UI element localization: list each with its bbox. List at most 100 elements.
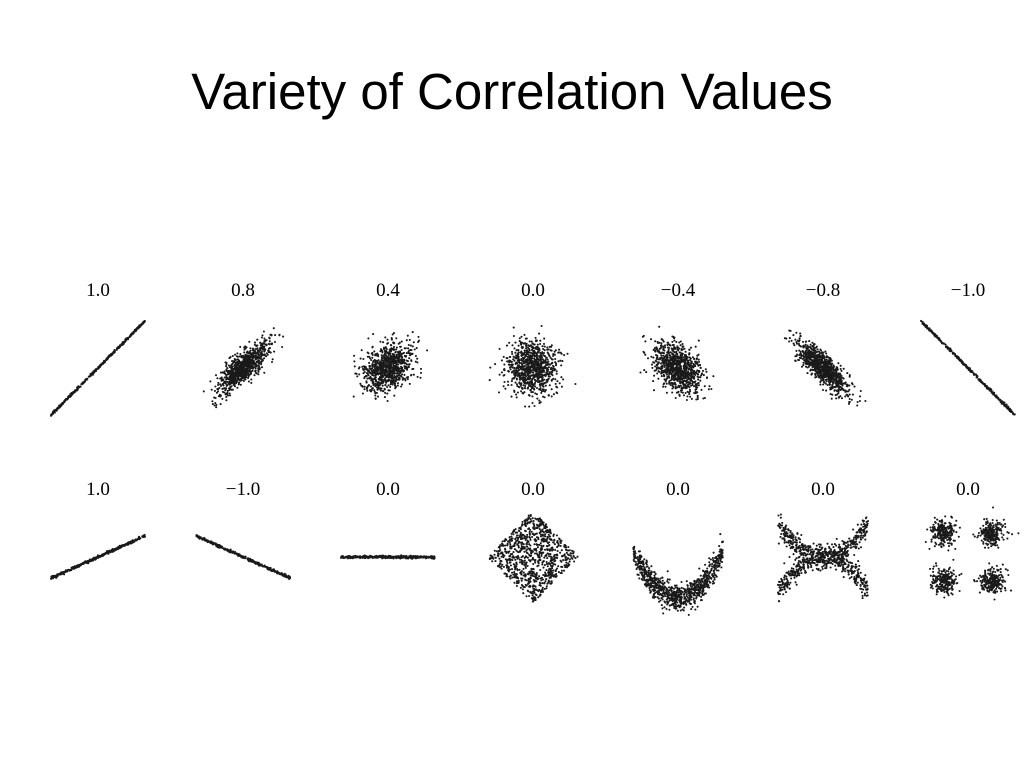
- scatter-point: [684, 354, 687, 357]
- scatter-point: [821, 388, 825, 392]
- scatter-point: [524, 347, 528, 350]
- scatter-point: [850, 382, 854, 385]
- scatter-point: [393, 375, 396, 378]
- scatter-point: [392, 332, 395, 335]
- scatter-point: [215, 403, 218, 406]
- scatter-point: [263, 353, 266, 356]
- scatter-point: [848, 397, 851, 401]
- scatter-point: [562, 378, 565, 381]
- scatter-point: [524, 344, 528, 347]
- scatter-point: [521, 347, 524, 350]
- scatter-point: [386, 338, 389, 341]
- scatter-point: [691, 382, 694, 385]
- scatter-point: [261, 334, 264, 337]
- scatter-point: [687, 361, 690, 364]
- scatter-point: [819, 360, 822, 363]
- scatter-point: [677, 349, 680, 352]
- scatter-point: [515, 383, 519, 386]
- scatter-point: [76, 386, 79, 389]
- scatter-point: [397, 360, 400, 363]
- scatter-point: [250, 362, 253, 365]
- scatter-point: [282, 335, 285, 338]
- scatter-point: [833, 389, 836, 392]
- scatter-point: [700, 388, 703, 391]
- scatter-point: [225, 365, 228, 368]
- scatter-point: [671, 344, 674, 347]
- scatter-point: [840, 383, 843, 386]
- scatter-point: [371, 356, 374, 359]
- scatter-point: [502, 374, 505, 377]
- scatter-point: [256, 347, 259, 350]
- scatter-point: [656, 348, 659, 351]
- scatter-point: [248, 351, 251, 354]
- scatter-point: [663, 375, 666, 378]
- correlation-label: −0.8: [806, 280, 840, 301]
- scatter-point: [703, 385, 706, 388]
- scatter-point: [214, 385, 217, 388]
- scatter-point: [211, 400, 214, 403]
- scatter-point: [840, 369, 843, 372]
- scatter-point: [530, 340, 533, 343]
- scatter-point: [531, 357, 534, 360]
- scatter-point: [515, 357, 518, 360]
- scatter-point: [810, 373, 813, 376]
- scatter-point: [685, 398, 688, 402]
- scatter-point: [392, 380, 395, 383]
- scatter-point: [548, 384, 551, 387]
- scatter-point: [223, 391, 226, 394]
- scatter-point: [811, 354, 814, 357]
- scatter-point: [394, 385, 398, 389]
- scatter-point: [268, 340, 271, 343]
- scatter-point: [684, 350, 687, 353]
- scatter-point: [561, 360, 564, 363]
- scatter-point: [375, 359, 378, 362]
- scatter-point: [560, 352, 563, 355]
- scatter-point: [683, 347, 686, 350]
- scatter-point: [688, 372, 691, 375]
- scatter-point: [124, 340, 127, 343]
- scatter-point: [511, 344, 514, 347]
- scatter-point: [389, 375, 392, 378]
- scatter-point: [71, 391, 74, 394]
- scatter-point: [377, 377, 380, 380]
- scatter-point: [404, 361, 407, 365]
- scatter-point: [264, 348, 267, 351]
- scatter-point: [824, 382, 827, 385]
- scatter-point: [825, 371, 828, 374]
- scatter-point: [229, 371, 232, 374]
- scatter-point: [211, 403, 214, 406]
- scatter-point: [693, 391, 696, 395]
- scatter-point: [373, 365, 376, 368]
- scatter-point: [263, 350, 266, 353]
- scatter-point: [363, 388, 366, 391]
- scatter-point: [92, 371, 95, 375]
- scatter-point: [814, 349, 817, 352]
- scatter-point: [672, 362, 675, 365]
- scatter-point: [678, 371, 681, 374]
- scatter-point: [221, 397, 224, 400]
- scatter-point: [815, 357, 818, 360]
- scatter-point: [236, 358, 239, 361]
- scatter-point: [697, 370, 700, 373]
- scatter-point: [683, 362, 686, 365]
- scatter-point: [656, 350, 659, 353]
- scatter-point: [654, 340, 657, 343]
- scatter-point: [241, 360, 244, 363]
- scatter-point: [354, 372, 357, 375]
- scatter-point: [523, 376, 526, 379]
- scatter-point: [242, 366, 245, 370]
- scatter-point: [502, 385, 505, 388]
- scatter-point: [384, 336, 387, 339]
- scatter-point: [554, 364, 558, 367]
- scatter-point: [255, 352, 258, 355]
- scatter-point: [219, 403, 222, 406]
- scatter-point: [248, 365, 252, 368]
- scatter-point: [419, 376, 422, 379]
- scatter-point: [263, 337, 266, 340]
- scatter-point: [371, 381, 374, 384]
- scatter-point: [682, 383, 685, 386]
- correlation-label: 0.4: [376, 280, 400, 301]
- scatter-point: [539, 388, 542, 392]
- scatter-point: [557, 351, 561, 354]
- scatter-point: [825, 358, 828, 361]
